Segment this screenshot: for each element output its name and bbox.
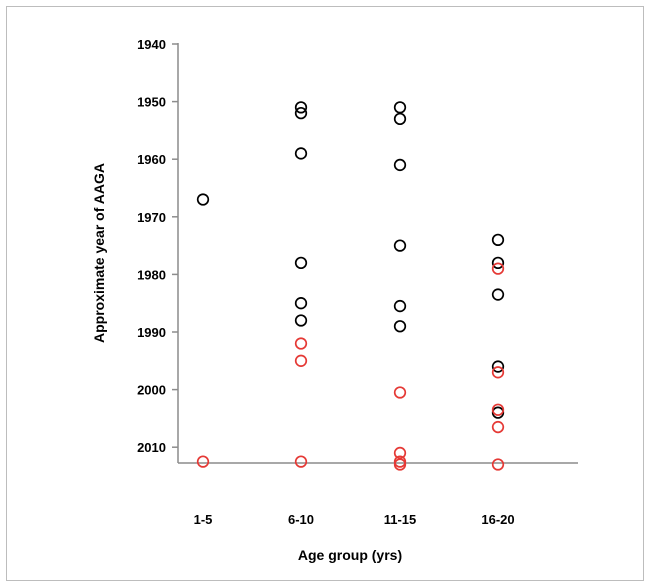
chart-frame bbox=[6, 6, 644, 581]
data-point-black bbox=[196, 193, 210, 206]
data-point-black bbox=[393, 158, 407, 172]
data-point-black bbox=[294, 314, 308, 327]
data-point-red bbox=[294, 455, 308, 468]
data-point-black bbox=[491, 233, 505, 246]
data-point-black bbox=[393, 299, 407, 313]
x-axis-labels: 1-5 6-10 11-15 16-20 bbox=[194, 512, 515, 527]
data-point-black bbox=[491, 256, 505, 270]
data-point-red bbox=[393, 458, 407, 471]
data-point-black bbox=[294, 106, 308, 120]
x-tick-label: 11-15 bbox=[384, 512, 417, 527]
x-tick-label: 1-5 bbox=[194, 512, 213, 527]
y-tick-label: 1940 bbox=[137, 37, 166, 52]
data-point-red bbox=[491, 458, 505, 471]
data-point-black bbox=[393, 112, 407, 126]
y-axis-title: Approximate year of AAGA bbox=[91, 163, 107, 343]
x-tick-label: 6-10 bbox=[288, 512, 314, 527]
y-tick-label: 1980 bbox=[137, 267, 166, 282]
data-point-black bbox=[393, 101, 407, 114]
data-point-black bbox=[294, 147, 308, 160]
data-point-red bbox=[491, 403, 505, 416]
data-point-red bbox=[491, 420, 505, 434]
data-point-red bbox=[491, 262, 505, 275]
data-point-black bbox=[294, 101, 308, 114]
data-point-red bbox=[491, 366, 505, 379]
x-axis-title: Age group (yrs) bbox=[298, 547, 402, 563]
data-point-red bbox=[196, 455, 210, 468]
data-point-red bbox=[393, 446, 407, 460]
y-tick-label: 1970 bbox=[137, 210, 166, 225]
y-tick-label: 1990 bbox=[137, 325, 166, 340]
y-tick-label: 1960 bbox=[137, 152, 166, 167]
data-point-black bbox=[294, 256, 308, 270]
y-tick-label: 2010 bbox=[137, 440, 166, 455]
data-point-black bbox=[491, 288, 505, 301]
data-point-black bbox=[393, 239, 407, 252]
data-points bbox=[196, 101, 505, 471]
data-point-red bbox=[393, 386, 407, 399]
x-tick-label: 16-20 bbox=[481, 512, 514, 527]
data-point-red bbox=[294, 354, 308, 367]
data-point-red bbox=[294, 337, 308, 350]
y-tick-label: 2000 bbox=[137, 383, 166, 398]
y-axis-ticks: 1940 1950 1960 1970 1980 1990 2000 2010 bbox=[137, 37, 178, 455]
axes bbox=[177, 43, 578, 464]
data-point-black bbox=[294, 297, 308, 310]
data-point-black bbox=[491, 360, 505, 373]
y-tick-label: 1950 bbox=[137, 95, 166, 110]
data-point-black bbox=[393, 320, 407, 333]
